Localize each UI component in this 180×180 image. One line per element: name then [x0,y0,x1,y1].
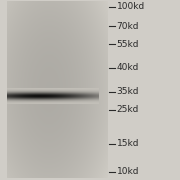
Text: 55kd: 55kd [117,40,139,49]
Text: 25kd: 25kd [117,105,139,114]
Text: 70kd: 70kd [117,22,139,31]
Text: 10kd: 10kd [117,167,139,176]
Text: 100kd: 100kd [117,2,145,11]
Text: 15kd: 15kd [117,140,139,148]
Text: 40kd: 40kd [117,63,139,72]
Text: 35kd: 35kd [117,87,139,96]
